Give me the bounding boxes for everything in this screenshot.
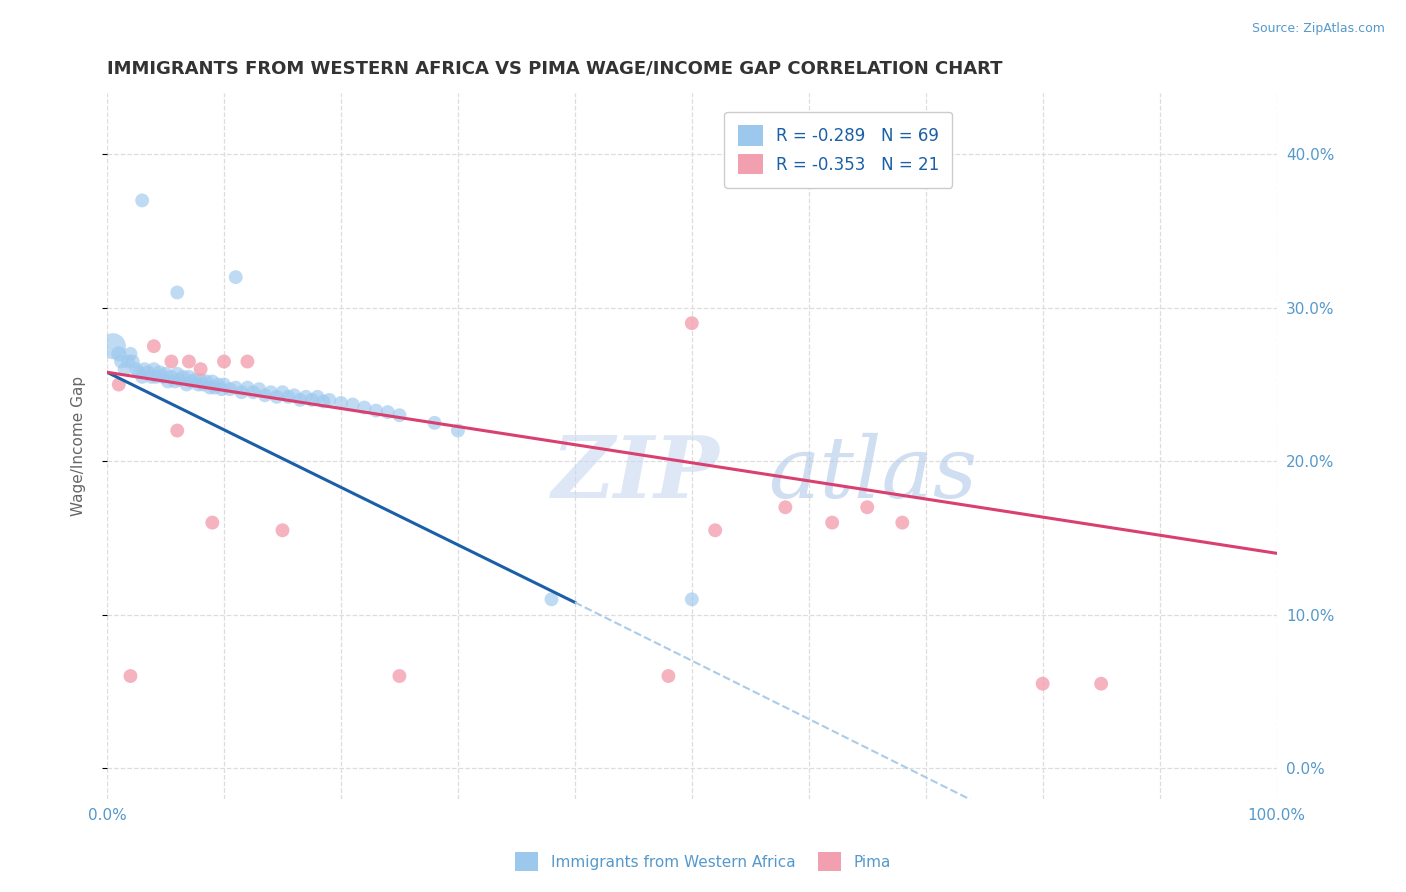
Point [177,369,200,384]
Point [704,523,727,537]
Point [152,369,174,384]
Point [195,375,218,389]
Point [377,405,399,419]
Point [364,403,387,417]
Point [184,373,207,387]
Point [260,385,283,400]
Point [447,424,470,438]
Point [681,316,703,330]
Point [271,385,294,400]
Point [201,516,224,530]
Point [142,339,165,353]
Point [121,354,143,368]
Point [277,390,299,404]
Point [225,270,247,285]
Text: Source: ZipAtlas.com: Source: ZipAtlas.com [1251,22,1385,36]
Point [141,369,163,384]
Point [149,365,172,379]
Point [540,592,562,607]
Point [145,369,167,384]
Point [231,385,253,400]
Point [187,377,209,392]
Point [821,516,844,530]
Point [155,367,177,381]
Point [211,382,233,396]
Text: IMMIGRANTS FROM WESTERN AFRICA VS PIMA WAGE/INCOME GAP CORRELATION CHART: IMMIGRANTS FROM WESTERN AFRICA VS PIMA W… [107,60,1002,78]
Point [353,401,375,415]
Point [117,354,139,368]
Point [177,354,200,368]
Point [190,373,212,387]
Point [307,390,329,404]
Point [136,365,159,379]
Point [120,669,142,683]
Point [190,362,212,376]
Point [1032,676,1054,690]
Point [657,669,679,683]
Point [295,390,318,404]
Point [342,397,364,411]
Text: ZIP: ZIP [551,433,720,516]
Point [236,381,259,395]
Legend: R = -0.289   N = 69, R = -0.353   N = 21: R = -0.289 N = 69, R = -0.353 N = 21 [724,112,952,187]
Point [312,394,335,409]
Point [891,516,914,530]
Point [134,362,156,376]
Point [191,377,214,392]
Legend: Immigrants from Western Africa, Pima: Immigrants from Western Africa, Pima [509,847,897,877]
Point [207,377,229,392]
Point [166,367,188,381]
Point [283,388,305,402]
Point [128,365,150,379]
Point [160,354,183,368]
Point [266,390,288,404]
Point [142,362,165,376]
Point [318,392,340,407]
Point [288,392,311,407]
Point [271,523,294,537]
Point [856,500,879,515]
Y-axis label: Wage/Income Gap: Wage/Income Gap [72,376,86,516]
Point [180,375,202,389]
Point [166,285,188,300]
Point [242,385,264,400]
Point [110,354,132,368]
Point [201,375,224,389]
Point [204,381,226,395]
Point [101,339,124,353]
Point [423,416,446,430]
Point [301,392,323,407]
Point [163,375,186,389]
Point [172,369,194,384]
Point [166,424,188,438]
Point [212,354,235,368]
Point [388,669,411,683]
Point [218,382,240,396]
Point [120,347,142,361]
Point [156,375,179,389]
Point [131,369,153,384]
Point [247,382,270,396]
Point [253,388,276,402]
Point [330,396,353,410]
Text: atlas: atlas [768,433,977,516]
Point [236,354,259,368]
Point [1090,676,1112,690]
Point [160,369,183,384]
Point [212,377,235,392]
Point [169,373,191,387]
Point [388,408,411,422]
Point [114,362,136,376]
Point [225,381,247,395]
Point [107,347,129,361]
Point [198,381,221,395]
Point [176,377,198,392]
Point [125,362,148,376]
Point [107,377,129,392]
Point [131,194,153,208]
Point [775,500,797,515]
Point [681,592,703,607]
